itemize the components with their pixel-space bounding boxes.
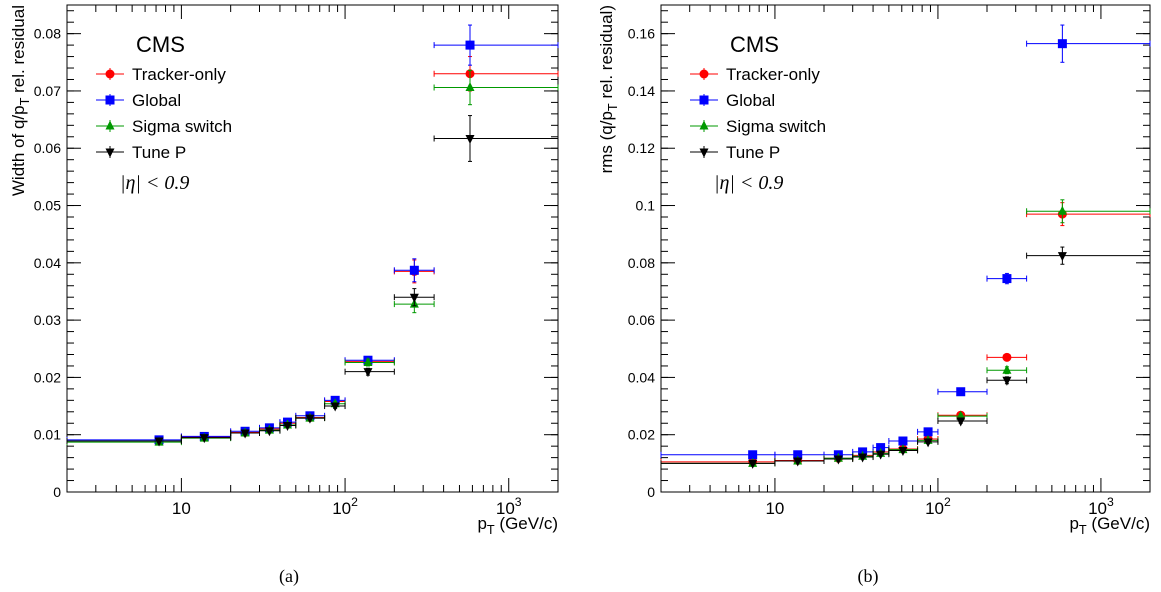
- cms-label: CMS: [730, 32, 779, 57]
- panel-a: 0 0.01 0.02 0.03 0.04 0.05 0.06 0.07 0.08 10 102​ 1…: [9, 4, 559, 587]
- x-tick-label: 103​: [1088, 495, 1114, 518]
- legend: CMS Tracker-only Global Sigma switch Tune P |…: [96, 32, 232, 194]
- data-point: [876, 443, 886, 453]
- data-point: [1002, 364, 1012, 374]
- series-tracker-only: [660, 202, 1151, 467]
- data-point: [793, 450, 803, 460]
- x-tick-label: 10: [765, 499, 784, 518]
- legend-label: Tune P: [726, 143, 780, 162]
- legend-label: Tracker-only: [132, 65, 226, 84]
- data-point: [465, 40, 475, 50]
- legend-marker: [105, 95, 115, 105]
- legend-label: Global: [132, 91, 181, 110]
- data-point: [1057, 39, 1067, 49]
- data-point: [1002, 352, 1012, 362]
- y-tick-label: 0: [647, 484, 655, 500]
- legend-label: Tracker-only: [726, 65, 820, 84]
- y-tick-label: 0.04: [34, 255, 61, 271]
- y-tick-label: 0.01: [34, 427, 61, 443]
- plot-frame: [66, 4, 559, 493]
- panel-caption: (b): [858, 566, 879, 587]
- data-point: [409, 293, 419, 303]
- legend-label: Sigma switch: [726, 117, 826, 136]
- data-point: [1002, 274, 1012, 284]
- legend-label: Tune P: [132, 143, 186, 162]
- data-point: [409, 265, 419, 275]
- data-point: [833, 455, 843, 465]
- eta-cut-label: |η| < 0.9: [120, 172, 189, 194]
- y-tick-label: 0.08: [628, 255, 655, 271]
- data-point: [154, 437, 164, 447]
- x-tick-label: 10: [172, 499, 191, 518]
- data-point: [876, 450, 886, 460]
- data-point: [748, 450, 758, 460]
- series-tracker-only: [66, 56, 559, 446]
- legend-marker: [699, 120, 709, 130]
- y-tick-label: 0.02: [628, 427, 655, 443]
- legend: CMS Tracker-only Global Sigma switch Tune P |…: [690, 32, 826, 194]
- data-point: [465, 82, 475, 92]
- data-point: [898, 436, 908, 446]
- legend-marker: [105, 148, 115, 158]
- data-point: [898, 446, 908, 456]
- data-point: [956, 417, 966, 427]
- plot-frame: [660, 4, 1151, 493]
- series-tune-p: [66, 115, 559, 447]
- data-point: [363, 368, 373, 378]
- legend-label: Sigma switch: [132, 117, 232, 136]
- x-axis-title: pT​ (GeV/c): [1069, 514, 1150, 537]
- series-sigma-switch: [660, 199, 1151, 467]
- panel-caption: (a): [279, 566, 299, 587]
- data-point: [1002, 376, 1012, 386]
- y-tick-label: 0.03: [34, 312, 61, 328]
- x-tick-label: 103​: [496, 495, 522, 518]
- data-point: [465, 134, 475, 144]
- data-point: [923, 438, 933, 448]
- y-tick-label: 0.1: [636, 198, 656, 214]
- legend-marker: [105, 120, 115, 130]
- panel-b: 0 0.02 0.04 0.06 0.08 0.1 0.12 0.14 0.16 10 102​ 10…: [597, 4, 1151, 587]
- y-tick-label: 0.16: [628, 26, 655, 42]
- data-point: [956, 387, 966, 397]
- eta-cut-label: |η| < 0.9: [714, 172, 783, 194]
- legend-marker: [105, 69, 115, 79]
- series-tune-p: [660, 246, 1151, 469]
- x-tick-label: 102​: [332, 495, 358, 518]
- y-tick-label: 0.07: [34, 83, 61, 99]
- y-tick-label: 0.05: [34, 198, 61, 214]
- y-tick-label: 0: [53, 484, 61, 500]
- data-point: [330, 402, 340, 412]
- data-point: [923, 427, 933, 437]
- y-tick-label: 0.04: [628, 369, 655, 385]
- y-axis-title: Width of q/pT​ rel. residual: [9, 5, 32, 196]
- y-tick-label: 0.14: [628, 83, 655, 99]
- data-point: [283, 422, 293, 432]
- data-point: [305, 414, 315, 424]
- y-axis-title: rms (q/pT​ rel. residual): [597, 5, 620, 173]
- data-point: [264, 427, 274, 437]
- legend-label: Global: [726, 91, 775, 110]
- data-point: [858, 453, 868, 463]
- x-tick-label: 102​: [925, 495, 951, 518]
- data-point: [363, 357, 373, 367]
- data-point: [199, 434, 209, 444]
- data-point: [1057, 252, 1067, 262]
- data-point: [956, 410, 966, 420]
- y-tick-label: 0.02: [34, 369, 61, 385]
- y-tick-label: 0.08: [34, 26, 61, 42]
- y-tick-label: 0.06: [34, 140, 61, 156]
- x-axis-title: pT​ (GeV/c): [477, 514, 558, 537]
- data-point: [748, 459, 758, 469]
- y-tick-label: 0.06: [628, 312, 655, 328]
- data-point: [240, 429, 250, 439]
- y-tick-label: 0.12: [628, 140, 655, 156]
- legend-marker: [699, 148, 709, 158]
- data-point: [1057, 205, 1067, 215]
- cms-label: CMS: [136, 32, 185, 57]
- legend-marker: [699, 69, 709, 79]
- legend-marker: [699, 95, 709, 105]
- data-point: [793, 457, 803, 467]
